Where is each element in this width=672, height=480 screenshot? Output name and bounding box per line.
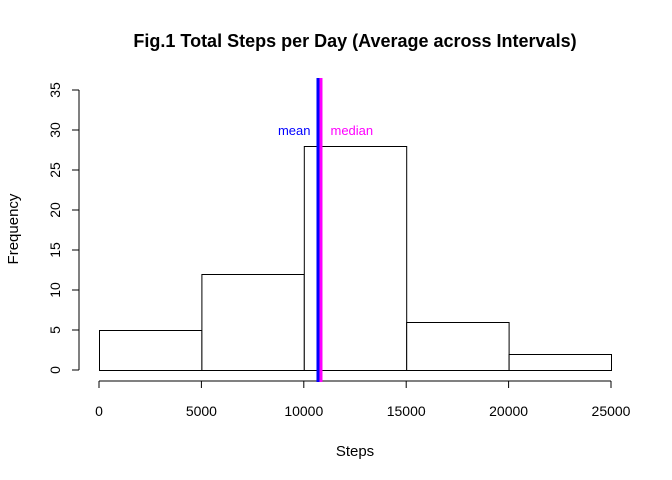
x-axis: 0 5000 10000 15000 20000 25000	[95, 380, 631, 419]
y-tick-label-2: 10	[47, 282, 63, 298]
x-tick-label-3: 15000	[387, 403, 426, 419]
x-tick-label-2: 10000	[284, 403, 323, 419]
bars-group	[99, 146, 613, 371]
chart-title: Fig.1 Total Steps per Day (Average acros…	[133, 31, 576, 51]
histogram-bar-3	[406, 322, 510, 371]
x-tick-label-5: 25000	[592, 403, 631, 419]
median-label: median	[330, 123, 373, 138]
histogram-bar-4	[508, 354, 613, 371]
y-tick-label-5: 25	[47, 162, 63, 178]
y-axis: 0 5 10 15 20 25 30 35	[47, 82, 80, 374]
histogram-bar-0	[99, 330, 203, 371]
x-tick-label-1: 5000	[186, 403, 217, 419]
y-tick-label-4: 20	[47, 202, 63, 218]
mean-label: mean	[278, 123, 311, 138]
y-tick-label-3: 15	[47, 242, 63, 258]
y-tick-label-1: 5	[47, 326, 63, 334]
y-tick-label-7: 35	[47, 82, 63, 98]
x-axis-label: Steps	[336, 443, 374, 460]
histogram-bar-1	[201, 274, 305, 371]
x-tick-label-4: 20000	[489, 403, 528, 419]
y-tick-label-6: 30	[47, 122, 63, 138]
x-tick-label-0: 0	[95, 403, 103, 419]
y-axis-label: Frequency	[5, 193, 22, 264]
reference-lines: mean median	[278, 78, 373, 382]
y-tick-label-0: 0	[47, 366, 63, 374]
